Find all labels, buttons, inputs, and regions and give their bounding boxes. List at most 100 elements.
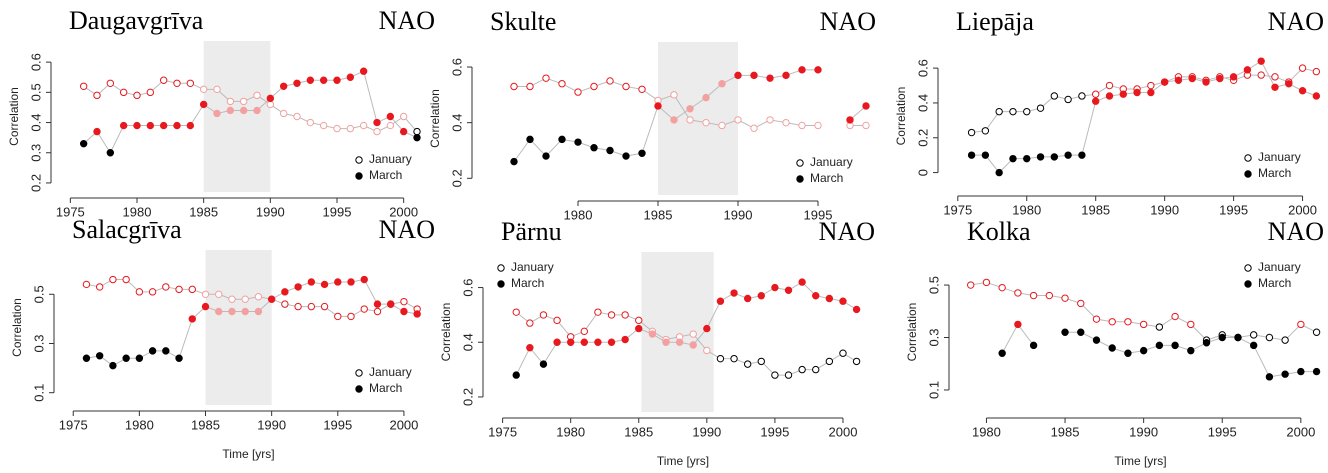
data-point (293, 79, 301, 87)
x-tick-label: 1985 (1051, 424, 1080, 439)
data-point (266, 94, 275, 103)
data-point (239, 106, 248, 115)
data-point (213, 109, 221, 118)
data-point (716, 297, 725, 305)
data-point (201, 290, 210, 298)
data-point (1009, 107, 1017, 116)
data-point (981, 151, 990, 159)
data-point (580, 327, 588, 336)
data-point (95, 283, 104, 291)
data-point (213, 85, 221, 94)
data-point (825, 294, 834, 303)
data-point (852, 305, 861, 314)
data-point (982, 278, 991, 287)
y-axis-label: Correlation (894, 87, 908, 146)
shaded-period (203, 41, 271, 192)
panel-title: Daugavgrīva (69, 6, 204, 35)
x-tick-label: 1980 (123, 204, 152, 219)
data-point (771, 371, 779, 379)
data-point (148, 347, 157, 355)
legend-marker (497, 264, 505, 272)
data-point (635, 316, 643, 325)
data-point (1155, 341, 1164, 350)
data-point (399, 127, 408, 136)
data-point (199, 100, 208, 109)
data-point (254, 293, 263, 301)
legend-marker (355, 156, 363, 164)
data-point (510, 82, 518, 91)
legend-label: March (1258, 276, 1291, 290)
y-axis-label: Correlation (10, 298, 24, 357)
panel-title: Pärnu (501, 217, 562, 246)
y-tick-label: 0.1 (926, 381, 941, 399)
panel-index: NAO (820, 7, 876, 36)
data-point (1091, 90, 1100, 98)
data-point (186, 121, 195, 130)
x-tick-label: 1985 (624, 424, 653, 439)
data-point (1174, 76, 1183, 85)
data-point (159, 76, 168, 84)
data-point (360, 275, 368, 284)
data-point (373, 300, 382, 308)
data-point (266, 100, 275, 109)
data-point (306, 118, 315, 127)
data-point (373, 307, 382, 316)
data-point (553, 316, 561, 325)
data-point (839, 349, 847, 357)
data-point (995, 168, 1003, 177)
data-point (750, 124, 758, 132)
x-tick-label: 2000 (829, 424, 858, 439)
data-point (1202, 78, 1210, 86)
x-tick-label: 1995 (323, 417, 352, 432)
data-point (1029, 291, 1038, 300)
data-point (1155, 323, 1164, 331)
data-point (1147, 81, 1155, 90)
x-tick-label: 1990 (724, 207, 753, 222)
data-point (279, 109, 288, 118)
data-point (1265, 373, 1274, 381)
data-point (734, 71, 742, 80)
y-tick-label: 0.4 (28, 114, 43, 132)
data-point (718, 80, 726, 88)
data-point (359, 67, 368, 75)
data-point (526, 82, 534, 91)
data-point (825, 357, 834, 366)
data-point (241, 307, 249, 316)
data-point (782, 71, 790, 80)
x-tick-label: 1980 (1012, 202, 1041, 217)
data-point (106, 149, 115, 157)
data-point (1045, 291, 1054, 300)
data-point (1124, 349, 1132, 357)
data-point (1064, 151, 1072, 159)
data-point (1257, 71, 1265, 79)
data-point (998, 349, 1006, 357)
data-point (386, 121, 395, 130)
data-point (1312, 328, 1321, 336)
y-tick-label: 0.4 (915, 94, 930, 112)
data-point (512, 308, 520, 316)
data-point (1234, 333, 1242, 342)
data-point (635, 324, 643, 333)
data-point (1050, 92, 1059, 100)
data-point (718, 121, 726, 130)
data-point (1133, 88, 1141, 97)
data-point (1171, 312, 1179, 321)
data-point (1064, 95, 1072, 104)
y-tick-label: 0 (915, 169, 930, 176)
data-point (1108, 318, 1116, 326)
x-tick-label: 1975 (943, 202, 972, 217)
legend-marker (1244, 264, 1252, 272)
data-point (1257, 57, 1265, 65)
data-point (1036, 104, 1045, 112)
data-point (675, 338, 684, 346)
data-point (512, 371, 520, 379)
legend-marker (355, 369, 363, 377)
x-tick-label: 2000 (1288, 202, 1317, 217)
data-point (558, 135, 566, 144)
data-point (607, 338, 616, 346)
data-point (703, 346, 711, 355)
data-point (1281, 370, 1289, 378)
data-point (1298, 64, 1307, 72)
legend-label: January (1258, 150, 1301, 164)
